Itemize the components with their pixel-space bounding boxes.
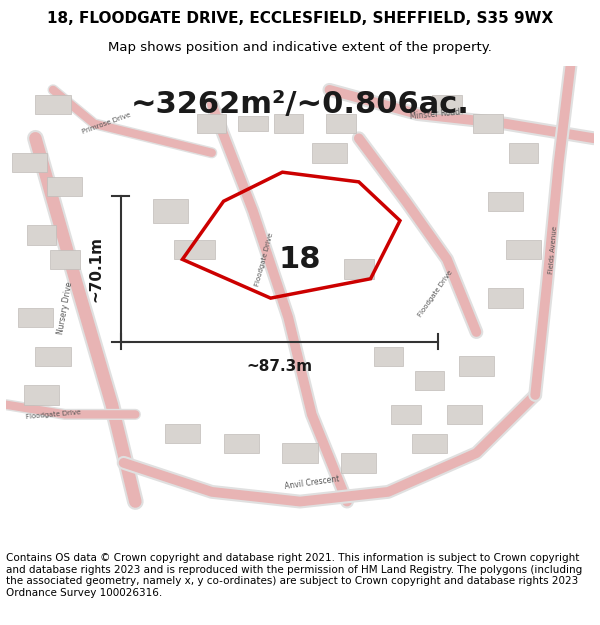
Text: Floodgate Drive: Floodgate Drive <box>25 409 81 420</box>
Text: 18, FLOODGATE DRIVE, ECCLESFIELD, SHEFFIELD, S35 9WX: 18, FLOODGATE DRIVE, ECCLESFIELD, SHEFFI… <box>47 11 553 26</box>
Text: ~3262m²/~0.806ac.: ~3262m²/~0.806ac. <box>131 90 469 119</box>
Bar <box>50 249 79 269</box>
Bar <box>447 405 482 424</box>
Bar <box>326 114 356 133</box>
Text: Floodgate Drive: Floodgate Drive <box>254 232 275 287</box>
Text: Primrose Drive: Primrose Drive <box>81 112 131 136</box>
Bar <box>432 94 462 114</box>
Bar <box>459 356 494 376</box>
Bar <box>373 346 403 366</box>
Bar <box>312 143 347 162</box>
Text: Fields Avenue: Fields Avenue <box>548 226 558 274</box>
Bar <box>415 371 444 390</box>
Bar <box>238 116 268 131</box>
Text: ~87.3m: ~87.3m <box>247 359 313 374</box>
Bar <box>412 434 447 453</box>
Bar <box>274 114 303 133</box>
Text: Floodgate Drive: Floodgate Drive <box>417 269 454 318</box>
Bar <box>391 405 421 424</box>
Text: Map shows position and indicative extent of the property.: Map shows position and indicative extent… <box>108 41 492 54</box>
Bar <box>488 191 523 211</box>
Bar <box>344 259 373 279</box>
Bar <box>165 424 200 444</box>
Text: Minster Road: Minster Road <box>410 107 461 121</box>
Text: Anvil Crescent: Anvil Crescent <box>284 474 340 491</box>
Bar <box>173 240 215 259</box>
Bar <box>47 177 82 196</box>
Bar <box>488 289 523 308</box>
Bar <box>153 199 188 223</box>
Text: Nursery Drive: Nursery Drive <box>56 281 74 335</box>
Bar <box>26 226 56 245</box>
Bar <box>473 114 503 133</box>
Bar <box>12 152 47 172</box>
Text: ~70.1m: ~70.1m <box>88 236 103 302</box>
Bar <box>35 94 71 114</box>
Bar <box>23 385 59 405</box>
Bar <box>283 444 317 462</box>
Bar <box>18 308 53 328</box>
Text: 18: 18 <box>279 245 321 274</box>
Bar <box>509 143 538 162</box>
Bar <box>506 240 541 259</box>
Text: Contains OS data © Crown copyright and database right 2021. This information is : Contains OS data © Crown copyright and d… <box>6 553 582 598</box>
Bar <box>341 453 376 472</box>
Bar <box>224 434 259 453</box>
Bar <box>197 114 227 133</box>
Bar <box>35 346 71 366</box>
